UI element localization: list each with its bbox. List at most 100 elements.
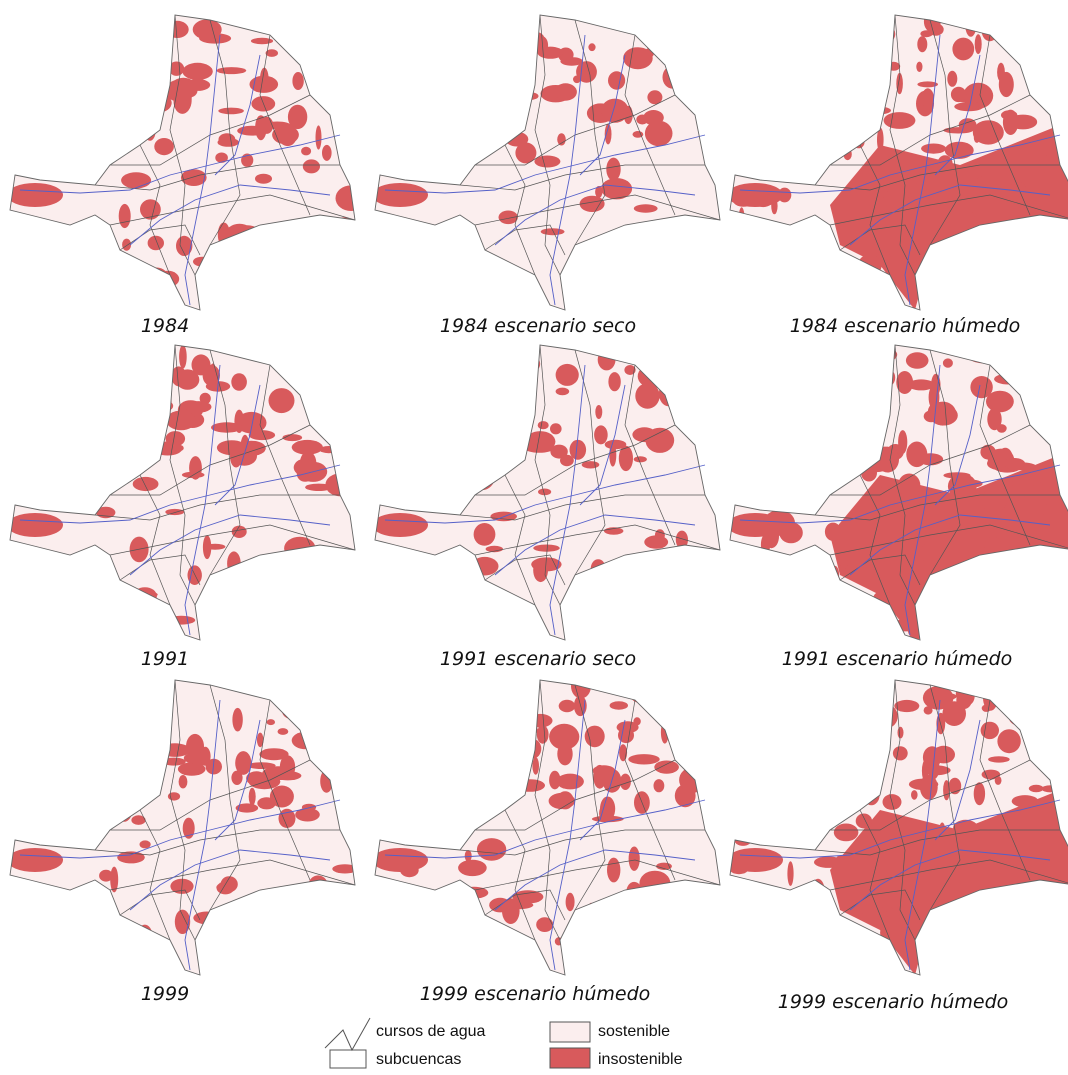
unsustainable-patch	[267, 719, 275, 725]
unsustainable-patch	[566, 893, 575, 911]
basin-map	[715, 341, 1068, 644]
unsustainable-patch	[863, 784, 880, 805]
unsustainable-patch	[142, 746, 169, 770]
unsustainable-patch	[15, 154, 46, 163]
unsustainable-patch	[13, 469, 37, 492]
unsustainable-patch	[255, 115, 267, 140]
unsustainable-patch	[203, 535, 211, 559]
unsustainable-patch	[200, 747, 211, 766]
unsustainable-patch	[87, 248, 103, 259]
unsustainable-patch	[484, 925, 508, 937]
unsustainable-patch	[557, 774, 584, 790]
unsustainable-patch	[521, 92, 539, 100]
legend-swatch-sostenible	[550, 1022, 590, 1042]
unsustainable-patch	[154, 138, 174, 155]
unsustainable-patch	[825, 911, 835, 925]
unsustainable-patch	[460, 887, 489, 899]
unsustainable-patch	[947, 71, 957, 87]
unsustainable-patch	[193, 257, 212, 267]
unsustainable-patch	[1015, 20, 1025, 33]
unsustainable-patch	[97, 781, 121, 797]
unsustainable-patch	[921, 144, 946, 154]
unsustainable-patch	[654, 761, 679, 774]
legend-label: cursos de agua	[376, 1023, 486, 1040]
unsustainable-patch	[133, 587, 157, 605]
unsustainable-patch	[515, 70, 525, 82]
unsustainable-patch	[52, 234, 59, 258]
unsustainable-patch	[517, 711, 535, 723]
unsustainable-patch	[825, 954, 856, 970]
unsustainable-patch	[278, 124, 297, 146]
unsustainable-patch	[537, 725, 549, 744]
unsustainable-patch	[984, 239, 995, 251]
unsustainable-patch	[19, 885, 37, 900]
unsustainable-patch	[325, 473, 356, 496]
unsustainable-patch	[867, 107, 891, 115]
unsustainable-patch	[825, 523, 841, 541]
unsustainable-patch	[840, 556, 848, 569]
unsustainable-patch	[663, 66, 683, 89]
unsustainable-patch	[880, 922, 902, 943]
unsustainable-patch	[166, 21, 189, 38]
unsustainable-patch	[627, 900, 634, 917]
unsustainable-patch	[233, 916, 259, 934]
unsustainable-patch	[734, 831, 753, 846]
unsustainable-patch	[608, 71, 625, 89]
unsustainable-patch	[980, 445, 995, 460]
unsustainable-patch	[871, 689, 887, 712]
panel-caption: 1999 escenario húmedo	[778, 991, 1009, 1013]
unsustainable-patch	[975, 34, 982, 54]
unsustainable-patch	[60, 579, 92, 590]
unsustainable-patch	[872, 382, 890, 393]
unsustainable-patch	[972, 919, 984, 935]
unsustainable-patch	[259, 291, 270, 302]
unsustainable-patch	[550, 423, 562, 434]
unsustainable-patch	[379, 112, 408, 119]
unsustainable-patch	[568, 929, 598, 941]
unsustainable-patch	[418, 268, 445, 283]
legend-label: insostenible	[598, 1051, 683, 1068]
legend-swatch-insostenible	[550, 1048, 590, 1068]
unsustainable-patch	[633, 349, 644, 360]
unsustainable-patch	[557, 791, 574, 809]
unsustainable-patch	[148, 409, 161, 434]
unsustainable-patch	[249, 788, 256, 806]
basin-map	[372, 345, 720, 643]
unsustainable-patch	[246, 286, 267, 308]
unsustainable-patch	[303, 159, 320, 173]
unsustainable-patch	[945, 142, 974, 159]
unsustainable-patch	[218, 223, 230, 247]
unsustainable-patch	[465, 936, 475, 945]
unsustainable-patch	[862, 368, 881, 377]
unsustainable-patch	[429, 482, 439, 503]
unsustainable-patch	[0, 616, 24, 641]
basin-map	[6, 15, 366, 314]
unsustainable-patch	[792, 957, 809, 971]
unsustainable-patch	[981, 855, 990, 875]
unsustainable-patch	[380, 945, 387, 952]
panel-caption: 1984	[141, 315, 189, 337]
unsustainable-patch	[937, 155, 952, 171]
unsustainable-patch	[1009, 709, 1036, 726]
unsustainable-patch	[943, 358, 953, 367]
unsustainable-patch	[639, 23, 661, 37]
unsustainable-patch	[937, 940, 948, 959]
unsustainable-patch	[975, 585, 1003, 592]
unsustainable-patch	[628, 754, 659, 764]
panel-caption: 1984 escenario húmedo	[790, 315, 1021, 337]
unsustainable-patch	[343, 902, 353, 925]
unsustainable-patch	[152, 33, 161, 41]
unsustainable-patch	[241, 435, 250, 460]
unsustainable-patch	[320, 770, 333, 793]
unsustainable-patch	[945, 207, 975, 231]
unsustainable-patch	[556, 388, 570, 396]
unsustainable-patch	[858, 286, 889, 310]
unsustainable-patch	[886, 906, 893, 918]
unsustainable-patch	[142, 399, 173, 414]
unsustainable-patch	[208, 615, 237, 629]
unsustainable-patch	[556, 364, 579, 386]
unsustainable-patch	[292, 72, 303, 90]
unsustainable-patch	[538, 421, 549, 429]
unsustainable-patch	[874, 742, 883, 767]
unsustainable-patch	[322, 145, 332, 161]
